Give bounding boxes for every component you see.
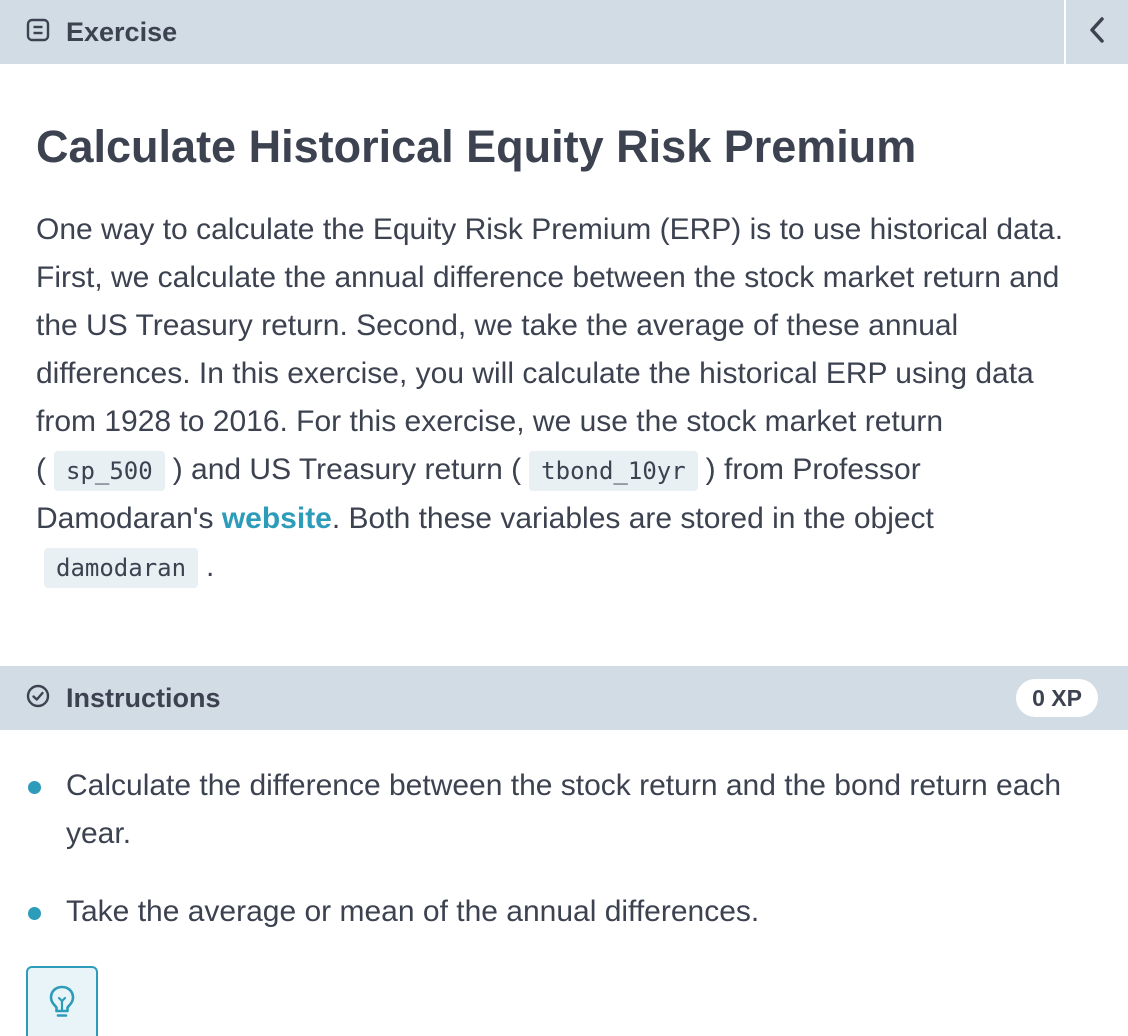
instruction-text: Take the average or mean of the annual d… <box>66 895 760 928</box>
desc-text-3: ) from Professor Damodaran's <box>36 453 921 535</box>
exercise-content: Calculate Historical Equity Risk Premium… <box>36 116 1096 592</box>
exercise-description: One way to calculate the Equity Risk Pre… <box>36 206 1096 592</box>
list-item: Calculate the difference between the sto… <box>26 762 1096 858</box>
code-tbond-10yr: tbond_10yr <box>529 451 698 491</box>
list-item: Take the average or mean of the annual d… <box>26 888 1096 936</box>
exercise-header-label: Exercise <box>0 0 1064 64</box>
code-damodaran: damodaran <box>44 548 199 588</box>
instruction-text: Calculate the difference between the sto… <box>66 769 1062 850</box>
lightbulb-icon <box>47 984 77 1025</box>
desc-text-4: . Both these variables are stored in the… <box>331 502 934 535</box>
xp-badge: 0 XP <box>1016 679 1098 717</box>
instructions-list: Calculate the difference between the sto… <box>26 762 1096 966</box>
code-sp-500: sp_500 <box>54 451 165 491</box>
website-link[interactable]: website <box>221 502 332 535</box>
check-circle-icon <box>26 684 50 713</box>
desc-text-1: One way to calculate the Equity Risk Pre… <box>36 213 1064 486</box>
collapse-panel-button[interactable] <box>1064 0 1128 64</box>
instructions-title: Instructions <box>66 682 221 713</box>
exercise-title: Calculate Historical Equity Risk Premium <box>36 121 917 172</box>
instructions-header: Instructions 0 XP <box>0 666 1128 730</box>
desc-text-2: ) and US Treasury return ( <box>172 453 522 486</box>
document-icon <box>26 18 50 47</box>
desc-text-5: . <box>206 550 215 583</box>
chevron-left-icon <box>1088 16 1106 49</box>
hint-button[interactable] <box>26 966 98 1036</box>
exercise-header: Exercise <box>0 0 1128 64</box>
bullet-icon <box>28 907 41 920</box>
exercise-header-title: Exercise <box>66 16 178 47</box>
bullet-icon <box>28 781 41 794</box>
